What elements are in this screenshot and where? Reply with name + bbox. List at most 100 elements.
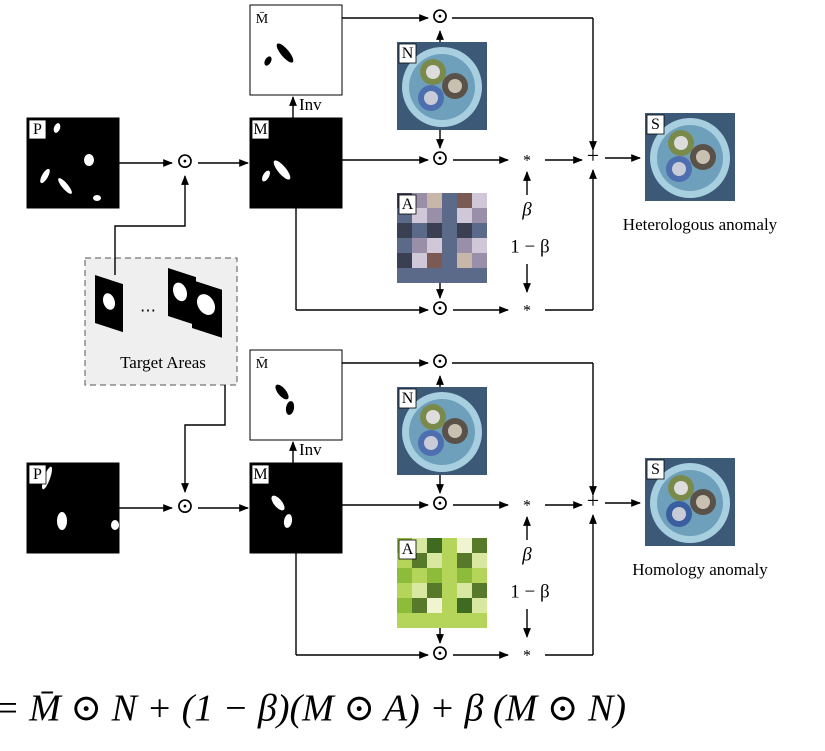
texture-patch	[427, 598, 442, 613]
image-label: M	[253, 466, 267, 483]
caption: Heterologous anomaly	[623, 215, 778, 234]
texture-patch	[427, 238, 442, 253]
ellipsis: ⋯	[140, 303, 156, 320]
texture-patch	[457, 238, 472, 253]
operator: ⊙	[176, 148, 194, 173]
wire-core	[696, 495, 710, 509]
target-areas-box: ⋯ Target Areas	[85, 258, 237, 385]
texture-patch	[442, 253, 457, 268]
operator: ⊙	[431, 490, 449, 515]
operator: *	[523, 648, 531, 665]
operator: ⊙	[431, 640, 449, 665]
texture-patch	[427, 223, 442, 238]
inv-label: Inv	[299, 440, 322, 459]
operator: ⊙	[431, 145, 449, 170]
texture-patch	[397, 583, 412, 598]
texture-patch	[412, 238, 427, 253]
texture-patch	[457, 253, 472, 268]
one-minus-beta-label: 1 − β	[510, 581, 549, 602]
texture-patch	[412, 223, 427, 238]
operator: +	[587, 143, 599, 168]
beta-label: β	[521, 544, 532, 565]
texture-patch	[472, 208, 487, 223]
image-label: M	[253, 121, 267, 138]
operator: *	[523, 498, 531, 515]
texture-patch	[442, 208, 457, 223]
texture-patch	[427, 568, 442, 583]
texture-patch	[472, 583, 487, 598]
wire-core	[696, 150, 710, 164]
texture-patch	[427, 538, 442, 553]
texture-patch	[472, 253, 487, 268]
texture-patch	[412, 568, 427, 583]
image-label: A	[402, 541, 414, 558]
operator: *	[523, 153, 531, 170]
texture-patch	[427, 253, 442, 268]
texture-patch	[472, 568, 487, 583]
texture-patch	[442, 538, 457, 553]
operator: +	[587, 488, 599, 513]
wire-core	[426, 410, 440, 424]
texture-patch	[397, 598, 412, 613]
texture-patch	[442, 553, 457, 568]
wire-core	[448, 79, 462, 93]
wire-core	[424, 91, 438, 105]
texture-patch	[397, 268, 412, 283]
target-areas-label: Target Areas	[120, 353, 206, 372]
texture-patch	[412, 253, 427, 268]
wire-core	[424, 436, 438, 450]
texture-patch	[457, 568, 472, 583]
texture-patch	[442, 268, 457, 283]
texture-patch	[427, 268, 442, 283]
texture-patch	[442, 193, 457, 208]
beta-label: β	[521, 199, 532, 220]
wire-core	[674, 481, 688, 495]
texture-patch	[472, 598, 487, 613]
texture-patch	[457, 553, 472, 568]
texture-patch	[427, 613, 442, 628]
texture-patch	[442, 568, 457, 583]
operator: ⊙	[431, 3, 449, 28]
image-label: A	[402, 196, 414, 213]
texture-patch	[457, 538, 472, 553]
wire-core	[448, 424, 462, 438]
formula: = M̄ ⊙ N + (1 − β)(M ⊙ A) + β (M ⊙ N)	[0, 688, 626, 730]
texture-patch	[472, 193, 487, 208]
texture-patch	[397, 253, 412, 268]
texture-patch	[412, 613, 427, 628]
texture-patch	[397, 613, 412, 628]
caption: Homology anomaly	[632, 560, 768, 579]
texture-patch	[457, 208, 472, 223]
texture-patch	[457, 598, 472, 613]
image-label: P	[33, 466, 42, 483]
blob	[57, 512, 67, 530]
texture-patch	[457, 223, 472, 238]
texture-patch	[472, 553, 487, 568]
operator: ⊙	[431, 348, 449, 373]
texture-patch	[427, 583, 442, 598]
texture-patch	[412, 268, 427, 283]
texture-patch	[442, 238, 457, 253]
texture-patch	[442, 223, 457, 238]
texture-patch	[427, 193, 442, 208]
image-label: P	[33, 121, 42, 138]
image-label: M̄	[256, 12, 269, 28]
blob	[93, 195, 101, 201]
texture-patch	[412, 583, 427, 598]
operator: ⊙	[176, 493, 194, 518]
one-minus-beta-label: 1 − β	[510, 236, 549, 257]
wire-core	[674, 136, 688, 150]
wire-core	[426, 65, 440, 79]
image-label: S	[651, 116, 660, 133]
figure: ⋯ Target Areas = M̄ ⊙ N + (1 − β)(M ⊙ A)…	[0, 0, 825, 751]
texture-patch	[457, 268, 472, 283]
texture-patch	[442, 598, 457, 613]
texture-patch	[457, 613, 472, 628]
image-label: S	[651, 461, 660, 478]
operator: *	[523, 303, 531, 320]
wire-core	[672, 507, 686, 521]
texture-patch	[472, 223, 487, 238]
texture-patch	[442, 583, 457, 598]
texture-patch	[472, 613, 487, 628]
image-label: M̄	[256, 357, 269, 373]
